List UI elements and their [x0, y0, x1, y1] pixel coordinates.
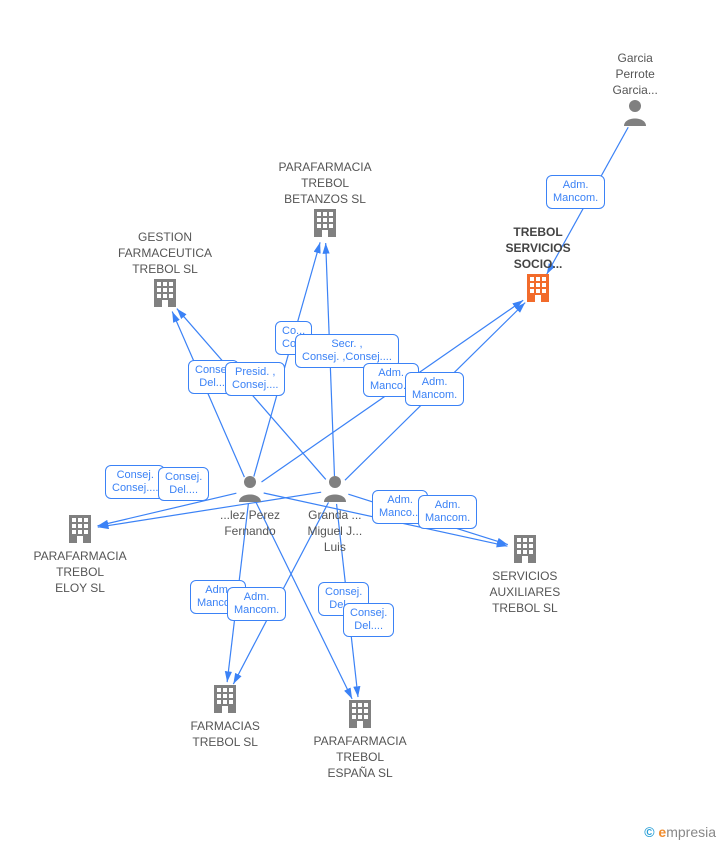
- node-gestion_trebol[interactable]: GESTION FARMACEUTICA TREBOL SL: [118, 229, 212, 313]
- edge-label: Adm. Mancom.: [546, 175, 605, 209]
- node-parafarmacia_betanzos[interactable]: PARAFARMACIA TREBOL BETANZOS SL: [279, 159, 372, 243]
- edge-label: Adm. Mancom.: [227, 587, 286, 621]
- copyright: ©: [644, 824, 654, 840]
- node-farmacias_trebol[interactable]: FARMACIAS TREBOL SL: [191, 683, 260, 750]
- node-label: SERVICIOS AUXILIARES TREBOL SL: [490, 568, 561, 617]
- node-lez_perez[interactable]: ...lez Perez Fernando: [220, 474, 280, 539]
- node-label: Garcia Perrote Garcia...: [613, 50, 658, 99]
- building-icon: [211, 683, 239, 718]
- node-label: TREBOL SERVICIOS SOCIO...: [506, 224, 571, 273]
- footer: © empresia: [644, 824, 716, 840]
- node-label: Granda ... Miguel J... Luis: [308, 507, 363, 556]
- node-granda[interactable]: Granda ... Miguel J... Luis: [308, 474, 363, 556]
- node-garcia[interactable]: Garcia Perrote Garcia...: [613, 50, 658, 132]
- building-icon: [311, 207, 339, 242]
- node-parafarmacia_eloy[interactable]: PARAFARMACIA TREBOL ELOY SL: [34, 513, 127, 597]
- node-servicios_aux[interactable]: SERVICIOS AUXILIARES TREBOL SL: [490, 533, 561, 617]
- edge-label: Adm. Mancom.: [418, 495, 477, 529]
- edge-label: Presid. , Consej....: [225, 362, 285, 396]
- building-icon: [66, 513, 94, 548]
- node-label: ...lez Perez Fernando: [220, 507, 280, 539]
- edge-label: Adm. Mancom.: [405, 372, 464, 406]
- edge-label: Consej. Del....: [343, 603, 394, 637]
- person-icon: [622, 98, 648, 131]
- node-parafarmacia_espana[interactable]: PARAFARMACIA TREBOL ESPAÑA SL: [314, 698, 407, 782]
- node-label: PARAFARMACIA TREBOL ELOY SL: [34, 548, 127, 597]
- building-icon: [346, 698, 374, 733]
- person-icon: [322, 474, 348, 507]
- building-icon: [511, 533, 539, 568]
- building-icon: [524, 272, 552, 307]
- node-trebol_socio[interactable]: TREBOL SERVICIOS SOCIO...: [506, 224, 571, 308]
- node-label: FARMACIAS TREBOL SL: [191, 718, 260, 750]
- person-icon: [237, 474, 263, 507]
- edge-label: Consej. Consej....: [105, 465, 165, 499]
- node-label: PARAFARMACIA TREBOL BETANZOS SL: [279, 159, 372, 208]
- node-label: PARAFARMACIA TREBOL ESPAÑA SL: [314, 733, 407, 782]
- building-icon: [151, 277, 179, 312]
- brand-rest: mpresia: [666, 824, 716, 840]
- node-label: GESTION FARMACEUTICA TREBOL SL: [118, 229, 212, 278]
- edge-label: Consej. Del....: [158, 467, 209, 501]
